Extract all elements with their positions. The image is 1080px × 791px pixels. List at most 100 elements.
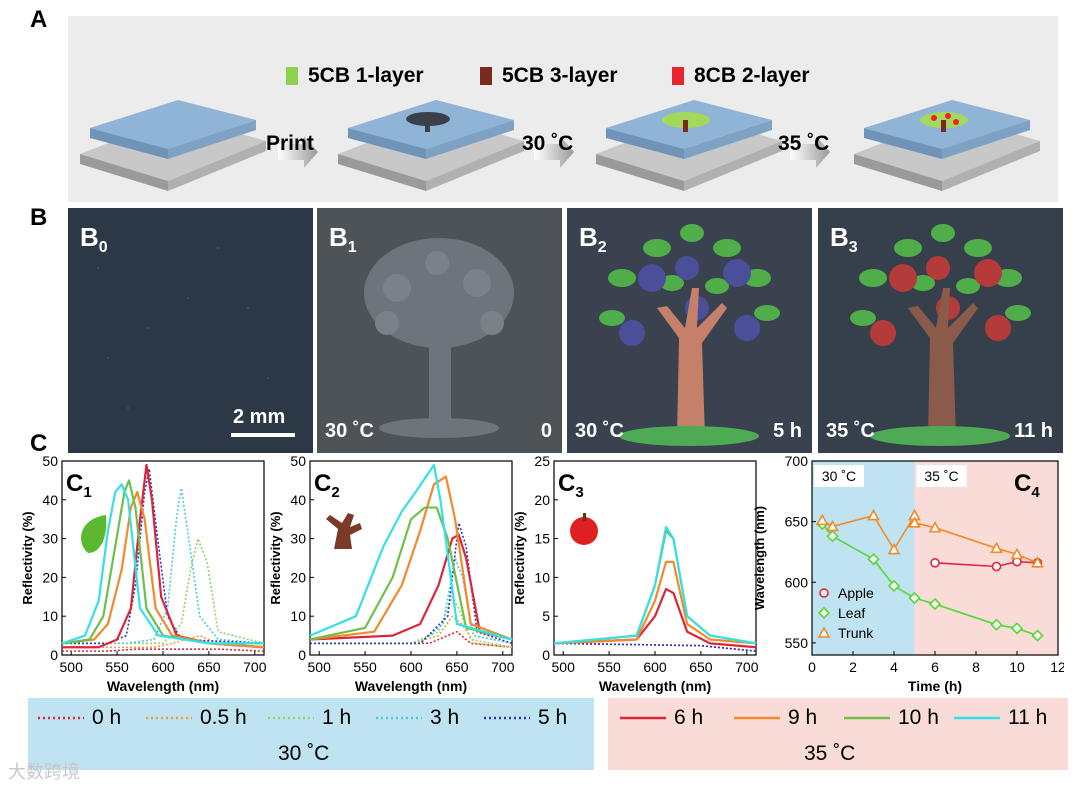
data-point [1010,622,1024,635]
x-tick-label: 2 [849,659,857,675]
data-point [928,521,942,533]
trunk-icon [326,513,362,549]
photo-b2-image [567,208,812,453]
data-point [826,519,839,532]
legend-8cb-2layer: 8CB 2-layer [672,64,810,88]
legend-label: 3 h [430,706,460,729]
swatch-red [672,67,684,85]
legend-label: 8CB 2-layer [694,64,810,87]
panel-letter-a: A [30,6,48,33]
plot-frame [61,460,265,656]
data-point [930,558,940,568]
legend-label: 1 h [322,706,352,729]
series-line [62,648,265,652]
data-point [1031,629,1044,642]
line-sample [620,716,666,720]
chart-panel-label: C1 [66,470,92,501]
y-tick-label: 15 [534,531,550,547]
x-tick-label: 600 [151,659,175,675]
x-axis-label: Wavelength (nm) [355,678,467,694]
chart-c4: 30 ˚C 35 ˚C 0 2 4 6 8 10 12 550 600 650 700 Time (h) W… [752,455,1064,694]
chart-c1: 500 550 600 650 700 0 10 20 30 40 50 Wavelength (nm… [20,455,267,694]
series-line [309,475,513,641]
line-sample [844,716,890,720]
series-line [62,537,265,645]
series-line [309,463,513,641]
y-tick-label: 50 [42,455,58,469]
x-tick-label: 550 [353,659,377,675]
photo-b2: B2 30 ˚C 5 h [567,208,812,453]
line-sample [268,716,314,720]
data-point [1010,547,1024,560]
y-tick-label: 25 [534,455,550,469]
legend-label: 0.5 h [200,706,247,729]
legend-label: 10 h [898,706,939,729]
legend-label: 5 h [538,706,568,729]
y-tick-label: 40 [290,492,306,508]
swatch-green [286,67,298,85]
photo-b0-image [68,208,313,453]
y-tick-label: 20 [290,569,306,585]
temperature-region [812,461,915,655]
legend-30c: 0 h 0.5 h 1 h 3 h 5 h 30 ˚C [28,698,594,770]
substrate-35c [854,100,1040,191]
series-line [553,587,757,649]
legend-35c: 6 h 9 h 10 h 11 h 35 ˚C [608,698,1068,770]
x-tick-label: 650 [197,659,221,675]
photo-b1: B1 30 ˚C 0 [317,208,562,453]
y-tick-label: 550 [785,635,809,651]
schematic-panel: 5CB 1-layer 5CB 3-layer 8CB 2-layer [68,16,1058,202]
x-tick-label: 700 [243,659,267,675]
y-tick-label: 30 [42,531,58,547]
step-30c-label: 30 ˚C [522,132,574,155]
x-tick-label: 700 [735,659,759,675]
x-axis-label: Time (h) [908,678,962,694]
x-tick-label: 8 [972,659,980,675]
photo-temp: 35 ˚C [826,420,875,442]
photo-b1-image [317,208,562,453]
data-point [867,553,880,566]
line-sample [146,716,192,720]
y-tick-label: 700 [785,455,809,469]
legend-temp-35c: 35 ˚C [804,742,856,765]
data-point [867,508,880,521]
line-sample [484,716,530,720]
arrow-icon [534,136,574,168]
y-tick-label: 0 [542,647,550,663]
x-axis-label: Wavelength (nm) [599,678,711,694]
legend-label: 0 h [92,706,122,729]
series-line [62,634,265,649]
chart-c3: 500 550 600 650 700 0 5 10 15 20 25 Wavelength (nm)… [512,455,759,694]
chart-panel-label: C2 [314,470,340,501]
legend-temp-30c: 30 ˚C [278,742,330,765]
data-point [887,579,901,593]
line-sample [38,716,84,720]
scale-bar-label: 2 mm [233,406,286,428]
series-line [553,560,757,645]
y-tick-label: 30 [290,531,306,547]
region-label: 35 ˚C [924,468,958,484]
y-tick-label: 650 [785,514,809,530]
substrate-30c [596,100,782,191]
substrate-printed [338,100,524,191]
data-point [991,561,1002,572]
legend-item-10h: 10 h [844,706,939,730]
legend-marker [819,588,829,598]
photo-b3-image [818,208,1063,453]
legend-item-6h: 6 h [620,706,703,730]
y-tick-label: 0 [298,647,306,663]
legend-label: 5CB 1-layer [308,64,424,87]
photo-title: B2 [579,222,607,257]
x-tick-label: 650 [445,659,469,675]
legend-label: Apple [838,585,874,601]
step-35c-label: 35 ˚C [778,132,830,155]
x-axis-label: Wavelength (nm) [107,678,219,694]
photo-title: B0 [80,222,108,257]
data-point [928,597,942,611]
series-line [309,506,513,641]
legend-5cb-3layer: 5CB 3-layer [480,64,618,88]
data-point [990,618,1003,631]
photo-title: B3 [830,222,858,257]
legend-item-1h: 1 h [268,706,351,730]
y-axis-label: Wavelength (nm) [752,506,767,610]
